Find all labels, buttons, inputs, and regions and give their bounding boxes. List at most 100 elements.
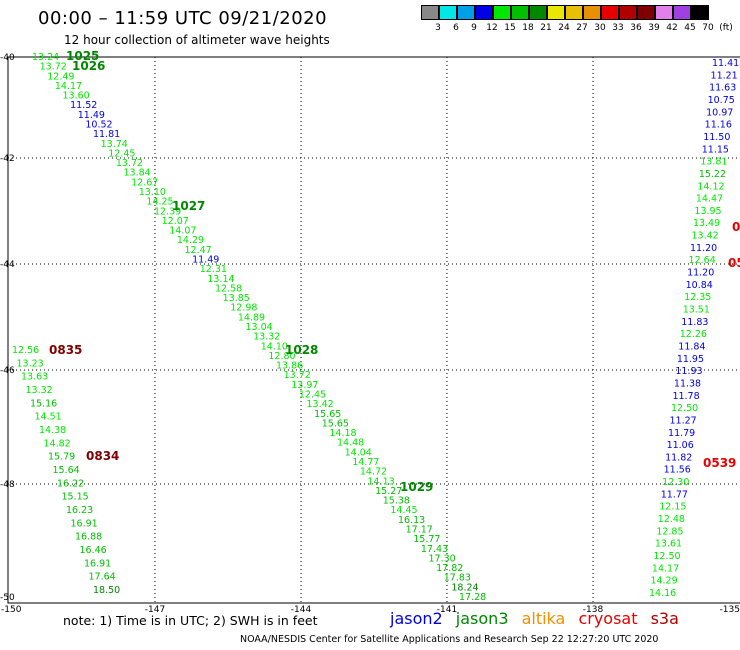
legend-jason2: jason2	[390, 609, 443, 628]
right-track-reading: 11.77	[661, 489, 688, 500]
scale-swatch	[547, 5, 565, 20]
right-track-reading: 11.78	[672, 391, 699, 402]
main-track-reading: 17.43	[421, 544, 448, 555]
main-track-reading: 14.13	[368, 476, 395, 487]
right-track-reading: 13.51	[683, 305, 710, 316]
main-track-reading: 12.58	[215, 283, 242, 294]
left-track-reading: 16.46	[80, 545, 107, 556]
main-track-reading: 13.72	[116, 158, 143, 169]
main-track-reading: 13.10	[139, 187, 166, 198]
right-track-reading: 12.64	[689, 255, 716, 266]
main-track-reading: 17.82	[436, 563, 463, 574]
main-track-reading: 13.72	[284, 370, 311, 381]
scale-label: 30	[594, 23, 606, 33]
page-title: 00:00 – 11:59 UTC 09/21/2020	[38, 8, 328, 29]
main-track-reading: 12.49	[47, 71, 74, 82]
left-track-reading: 16.91	[84, 558, 111, 569]
main-track-reading: 13.72	[40, 62, 67, 73]
right-track-reading: 13.42	[691, 231, 718, 242]
main-track-reading: 12.80	[268, 351, 295, 362]
main-track-reading: 15.65	[322, 418, 349, 429]
right-track-reading: 13.95	[694, 206, 721, 217]
scale-swatch	[637, 5, 655, 20]
right-track-reading: 13.81	[700, 157, 727, 168]
pass-time-label: 1025	[66, 49, 99, 63]
main-track-reading: 13.85	[223, 293, 250, 304]
main-track-reading: 12.45	[108, 148, 135, 159]
scale-label: 6	[453, 23, 459, 33]
scale-swatch	[475, 5, 493, 20]
main-track-reading: 14.77	[352, 457, 379, 468]
right-track-reading: 11.41	[712, 58, 739, 69]
latitude-tick-labels: -40 -42 -44 -46 -48 -50	[0, 53, 15, 603]
scale-label: 70	[702, 23, 714, 33]
right-track-reading: 11.06	[667, 440, 694, 451]
longitude-label: -147	[145, 605, 165, 615]
scale-swatch	[691, 5, 709, 20]
main-track-reading: 14.25	[146, 197, 173, 208]
scale-label: 27	[576, 23, 588, 33]
left-track-reading: 16.91	[71, 518, 98, 529]
latitude-label: -44	[0, 260, 15, 270]
main-track-reading: 15.77	[413, 534, 440, 545]
main-track-reading: 13.32	[253, 332, 280, 343]
right-track-reading: 12.15	[659, 502, 686, 513]
left-track-reading: 16.23	[66, 505, 93, 516]
longitude-label: -141	[437, 605, 457, 615]
main-track-reading: 11.49	[78, 110, 105, 121]
scale-swatch	[565, 5, 583, 20]
main-track-reading: 12.67	[131, 177, 158, 188]
right-track-reading: 14.17	[652, 563, 679, 574]
satellite-legend: jason2 jason3 altika cryosat s3a	[390, 609, 687, 628]
pass-time-label: 1028	[285, 343, 318, 357]
pass-time-label: 1027	[172, 199, 205, 213]
right-track-reading: 14.47	[696, 194, 723, 205]
main-track-reading: 11.52	[70, 100, 97, 111]
scale-label: 33	[612, 23, 624, 33]
left-track-reading: 15.15	[62, 492, 89, 503]
right-track-reading: 11.50	[703, 132, 730, 143]
pass-time-label: 05	[728, 256, 740, 270]
main-track-reading: 12.07	[162, 216, 189, 227]
latitude-label: -48	[0, 480, 15, 490]
scale-swatch	[655, 5, 673, 20]
main-track-reading: 15.38	[383, 496, 410, 507]
left-track-reading: 14.82	[44, 438, 71, 449]
right-track-reading: 11.15	[702, 144, 729, 155]
right-track-reading: 11.27	[670, 415, 697, 426]
left-track-reading: 18.50	[93, 585, 120, 596]
right-track-reading: 11.20	[687, 268, 714, 279]
main-track-reading: 15.65	[314, 409, 341, 420]
latitude-label: -46	[0, 366, 15, 376]
right-track-reading: 12.85	[656, 526, 683, 537]
main-track-reading: 11.81	[93, 129, 120, 140]
main-track-reading: 13.14	[207, 274, 234, 285]
main-track-reading: 10.52	[85, 120, 112, 131]
main-track-reading: 14.45	[390, 505, 417, 516]
left-track-reading: 15.64	[53, 465, 80, 476]
main-track-reading: 14.18	[329, 428, 356, 439]
latitude-label: -40	[0, 53, 15, 63]
right-track-reading: 11.83	[681, 317, 708, 328]
main-track-reading: 13.84	[124, 168, 151, 179]
right-track-reading: 12.50	[653, 551, 680, 562]
longitude-label: -135	[720, 605, 740, 615]
right-track-reading: 11.82	[665, 452, 692, 463]
main-track-reading: 14.89	[238, 312, 265, 323]
scale-swatch	[493, 5, 511, 20]
main-track-reading: 12.31	[200, 264, 227, 275]
left-track-reading: 15.79	[48, 452, 75, 463]
longitude-tick-labels: -150 -147 -144 -141 -138 -135	[1, 605, 740, 615]
main-track-reading: 13.97	[291, 380, 318, 391]
left-track-reading: 16.22	[57, 478, 84, 489]
main-track-reading: 14.04	[345, 447, 372, 458]
longitude-label: -138	[583, 605, 604, 615]
scale-swatch	[601, 5, 619, 20]
pass-time-label: 0539	[703, 456, 736, 470]
main-track-reading: 13.24	[32, 52, 59, 63]
scale-label: 21	[540, 23, 552, 33]
main-track-reading: 14.29	[177, 235, 204, 246]
main-track-reading: 12.45	[299, 390, 326, 401]
scale-swatch	[529, 5, 547, 20]
longitude-label: -144	[291, 605, 312, 615]
